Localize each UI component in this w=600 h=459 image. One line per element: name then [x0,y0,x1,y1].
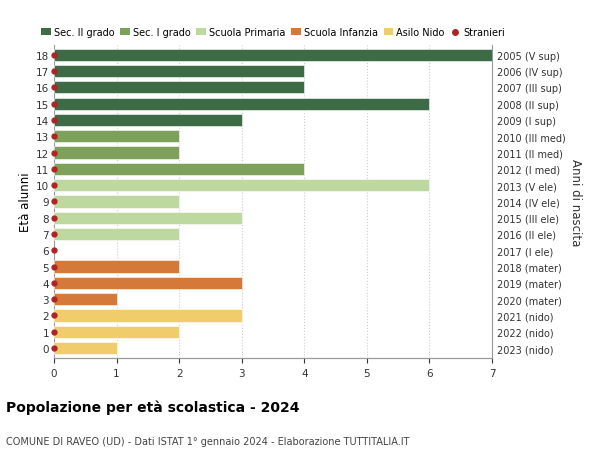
Bar [54,179,430,192]
Bar [54,229,179,241]
Y-axis label: Età alunni: Età alunni [19,172,32,232]
Bar [54,261,179,273]
Y-axis label: Anni di nascita: Anni di nascita [569,158,582,246]
Bar [54,98,430,111]
Bar [54,310,242,322]
Bar [54,50,492,62]
Text: COMUNE DI RAVEO (UD) - Dati ISTAT 1° gennaio 2024 - Elaborazione TUTTITALIA.IT: COMUNE DI RAVEO (UD) - Dati ISTAT 1° gen… [6,436,409,446]
Bar [54,212,242,224]
Bar [54,196,179,208]
Bar [54,66,304,78]
Bar [54,131,179,143]
Bar [54,82,304,94]
Bar [54,293,116,306]
Text: Popolazione per età scolastica - 2024: Popolazione per età scolastica - 2024 [6,399,299,414]
Bar [54,163,304,175]
Bar [54,147,179,159]
Legend: Sec. II grado, Sec. I grado, Scuola Primaria, Scuola Infanzia, Asilo Nido, Stran: Sec. II grado, Sec. I grado, Scuola Prim… [41,28,505,38]
Bar [54,115,242,127]
Bar [54,277,242,289]
Bar [54,326,179,338]
Bar [54,342,116,354]
